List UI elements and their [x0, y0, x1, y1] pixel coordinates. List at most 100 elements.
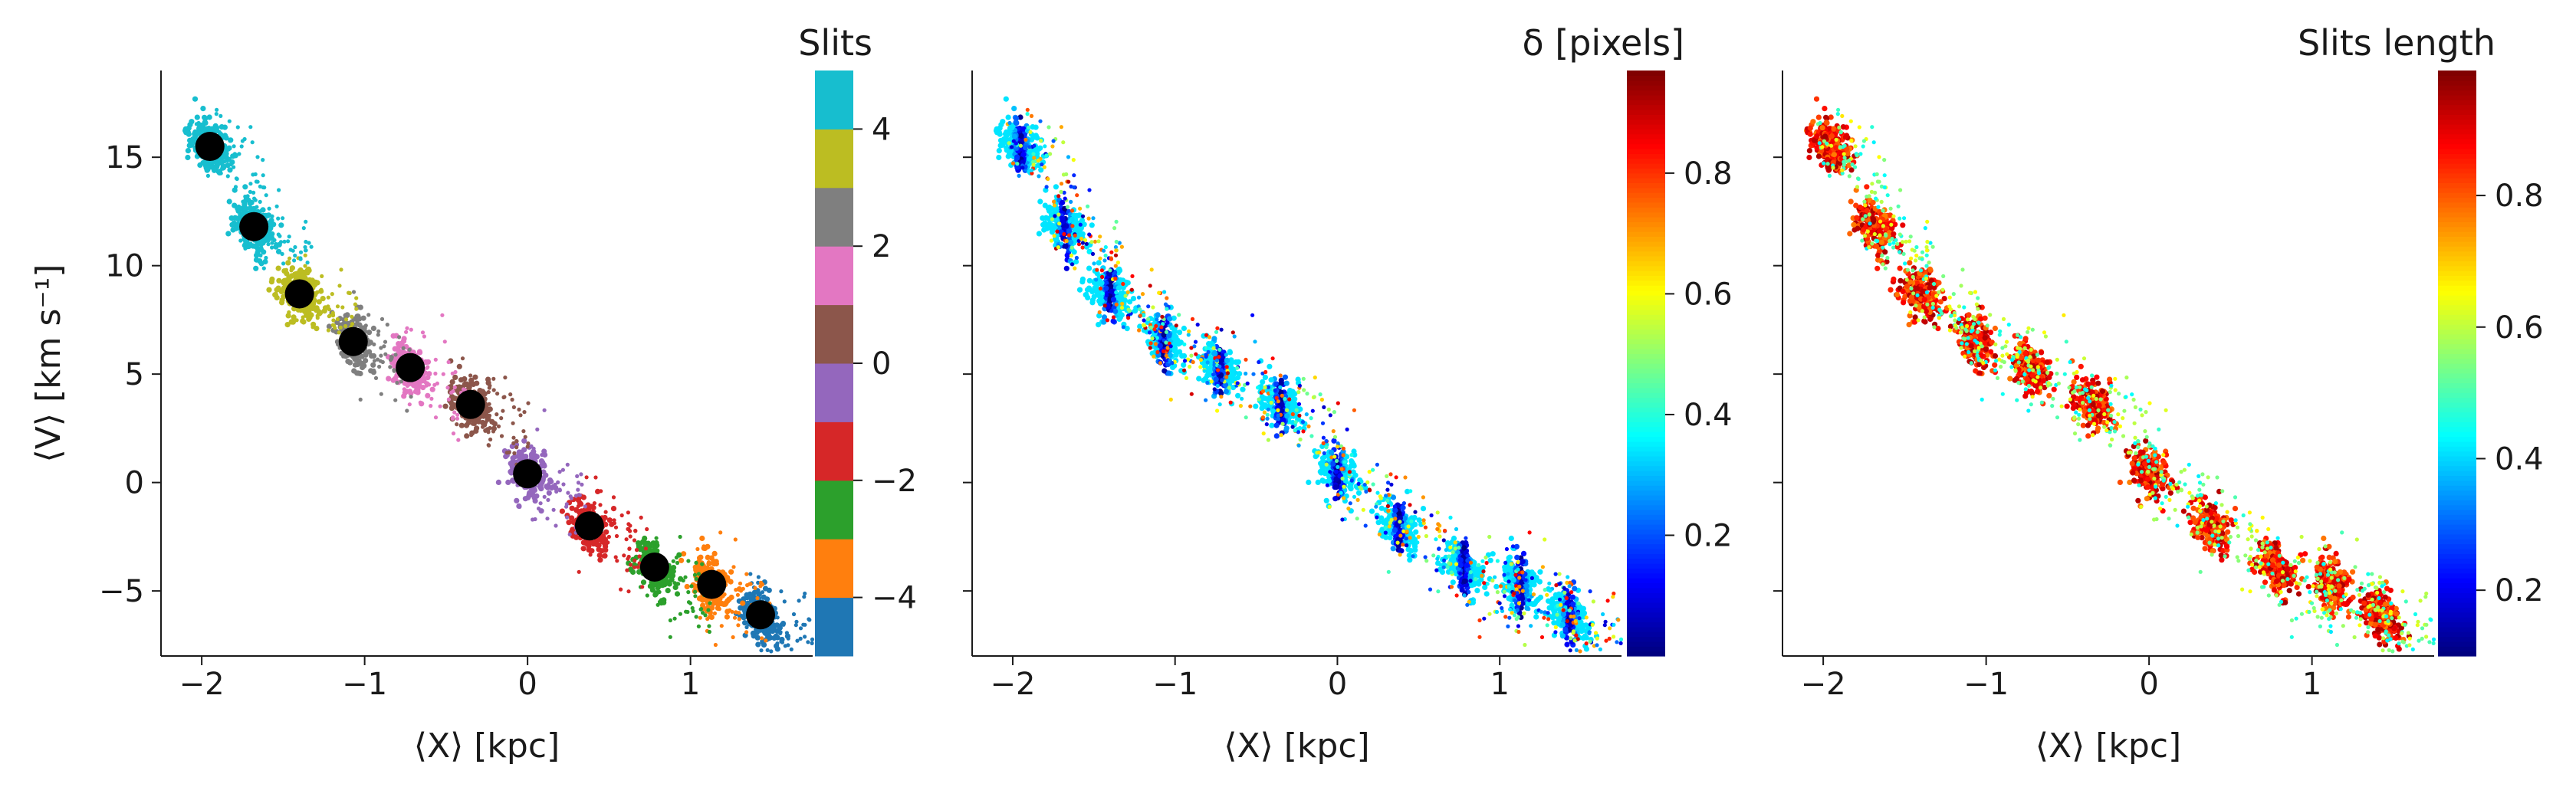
scatter-point [1309, 434, 1314, 438]
scatter-point [310, 281, 315, 287]
scatter-point [1389, 517, 1394, 523]
scatter-point [449, 394, 455, 400]
scatter-point [261, 249, 267, 255]
scatter-point [507, 450, 511, 455]
scatter-point [614, 533, 619, 539]
scatter-point [344, 317, 349, 322]
scatter-point [1250, 313, 1255, 317]
scatter-point [706, 560, 711, 565]
scatter-point [1431, 553, 1436, 558]
scatter-point [1507, 615, 1512, 620]
scatter-point [264, 255, 268, 261]
scatter-point [738, 581, 743, 585]
scatter-point [335, 304, 340, 309]
scatter-point [422, 359, 429, 366]
scatter-point [686, 559, 691, 563]
colorbar-segment [815, 363, 853, 422]
scatter-point [678, 612, 683, 616]
scatter-point [732, 615, 738, 620]
scatter-point [529, 490, 534, 495]
scatter-point [277, 188, 281, 192]
scatter-point [1263, 369, 1268, 375]
scatter-point [1333, 484, 1339, 490]
scatter-point [707, 629, 712, 635]
scatter-point [1321, 441, 1326, 446]
scatter-point [1235, 381, 1240, 385]
scatter-point [1450, 579, 1456, 585]
scatter-point [1240, 386, 1246, 392]
scatter-point [1318, 392, 1322, 397]
scatter-point [204, 162, 209, 166]
scatter-point [499, 416, 504, 421]
scatter-points [993, 96, 1624, 654]
scatter-point [1368, 508, 1375, 514]
scatter-point [1513, 598, 1517, 603]
scatter-point [1461, 578, 1467, 585]
scatter-point [702, 544, 706, 549]
scatter-point [1566, 575, 1570, 579]
scatter-point [209, 126, 215, 132]
scatter-point [300, 318, 306, 324]
scatter-point [576, 498, 580, 503]
scatter-point [405, 408, 409, 413]
scatter-point [481, 425, 485, 429]
scatter-point [538, 485, 544, 492]
scatter-point [703, 598, 708, 603]
scatter-point [196, 120, 201, 126]
x-tick-label: −2 [179, 667, 225, 702]
scatter-point [1412, 543, 1418, 549]
scatter-point [1340, 517, 1345, 522]
scatter-point [1392, 527, 1398, 533]
scatter-point [248, 182, 253, 186]
scatter-point [1498, 584, 1503, 589]
scatter-point [283, 277, 288, 282]
slit-center-marker [396, 353, 426, 382]
scatter-point [786, 643, 790, 648]
scatter-point [317, 309, 321, 313]
scatter-point [268, 236, 273, 241]
scatter-point [360, 315, 366, 321]
scatter-point [478, 388, 485, 395]
scatter-point [1549, 600, 1555, 606]
scatter-point [1383, 525, 1388, 530]
scatter-point [1506, 554, 1513, 560]
scatter-point [1435, 526, 1440, 532]
scatter-point [388, 358, 393, 362]
scatter-point [603, 529, 610, 535]
scatter-point [710, 600, 716, 607]
scatter-point [690, 605, 695, 611]
scatter-point [1388, 472, 1393, 477]
scatter-point [235, 176, 239, 182]
scatter-point [452, 374, 458, 380]
scatter-point [698, 615, 702, 620]
scatter-point [1588, 639, 1592, 644]
scatter-point [802, 595, 807, 599]
scatter-point [226, 198, 232, 205]
scatter-point [606, 540, 610, 545]
scatter-point [540, 453, 544, 458]
scatter-point [1517, 576, 1522, 580]
scatter-point [1603, 619, 1608, 624]
scatter-point [786, 636, 790, 641]
scatter-point [237, 152, 242, 156]
scatter-point [1572, 638, 1577, 643]
scatter-point [293, 244, 297, 250]
scatter-point [192, 96, 199, 102]
scatter-point [514, 438, 519, 444]
scatter-point [1588, 589, 1592, 594]
scatter-point [351, 290, 356, 294]
scatter-point [1520, 570, 1525, 575]
scatter-point [1607, 636, 1612, 641]
scatter-point [495, 479, 502, 486]
scatter-point [458, 422, 465, 428]
scatter-point [340, 305, 345, 310]
scatter-point [425, 381, 430, 385]
scatter-point [613, 525, 619, 530]
scatter-point [451, 415, 455, 420]
scatter-point [1312, 395, 1316, 399]
scatter-point [1570, 601, 1576, 607]
scatter-point [748, 572, 753, 576]
scatter-point [354, 307, 359, 311]
scatter-point [762, 629, 767, 634]
scatter-point [242, 184, 248, 190]
